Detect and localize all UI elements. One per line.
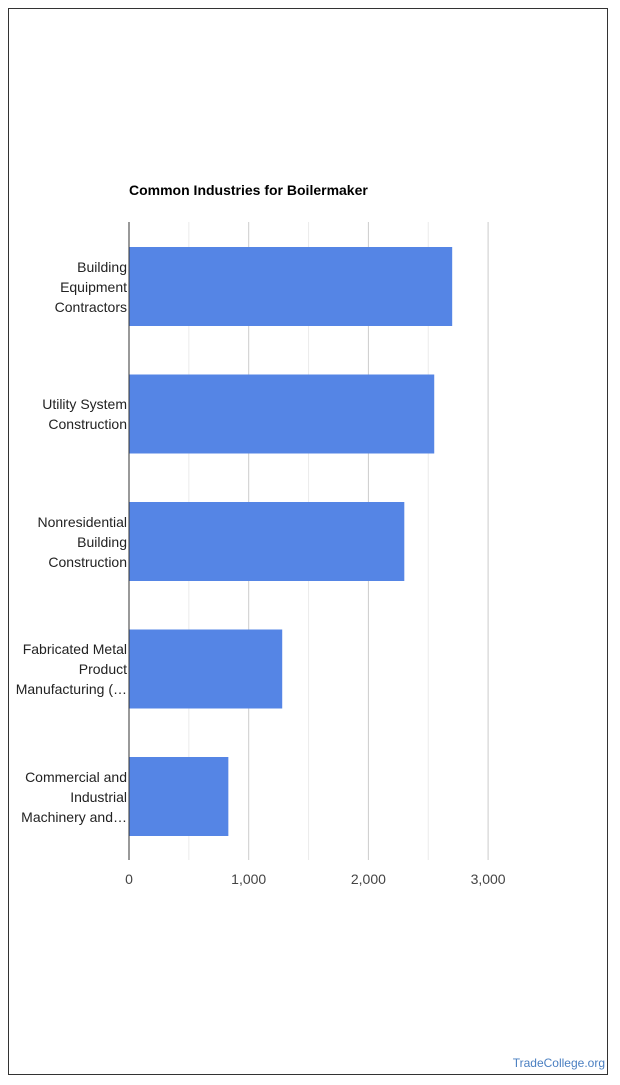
category-label: Utility System Construction <box>2 394 127 434</box>
category-label: Nonresidential Building Construction <box>2 512 128 572</box>
category-label-line: Building <box>77 533 127 550</box>
x-tick-label: 0 <box>125 871 133 887</box>
category-label: Commercial and Industrial Machinery and… <box>2 767 127 827</box>
bar-1[interactable] <box>129 374 435 454</box>
bar-3[interactable] <box>129 629 283 709</box>
category-label-line: Manufacturing (… <box>15 681 127 697</box>
bar-0[interactable] <box>129 247 453 326</box>
category-label-line: Nonresidential <box>37 513 128 530</box>
category-label: Fabricated Metal Product Manufacturing (… <box>2 639 127 699</box>
bar-4[interactable] <box>129 757 229 836</box>
x-tick-label: 2,000 <box>351 871 386 887</box>
category-label: Building Equipment Contractors <box>2 257 127 317</box>
category-label-line: Building <box>77 258 127 275</box>
x-tick-label: 1,000 <box>231 871 266 887</box>
category-label-line: Contractors <box>54 298 127 315</box>
category-label-line: Construction <box>48 416 127 432</box>
bar-2[interactable] <box>129 502 405 581</box>
category-label-line: Product <box>78 661 127 677</box>
chart-title: Common Industries for Boilermaker <box>129 182 368 198</box>
x-tick-label: 3,000 <box>471 871 506 887</box>
category-label-line: Utility System <box>42 396 127 412</box>
category-label-line: Equipment <box>60 278 127 295</box>
category-label-line: Industrial <box>70 788 127 805</box>
category-label-line: Machinery and… <box>21 808 127 825</box>
category-label-line: Fabricated Metal <box>22 641 127 657</box>
source-credit[interactable]: TradeCollege.org <box>512 1056 605 1070</box>
category-label-line: Construction <box>48 553 127 570</box>
category-label-line: Commercial and <box>25 768 127 785</box>
